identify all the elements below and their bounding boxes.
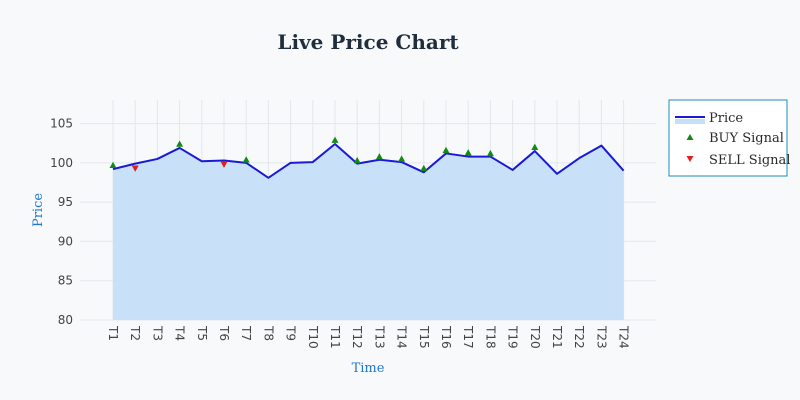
x-tick-label: T4 [173,325,187,341]
triangle-up-icon [686,134,694,140]
buy-marker-T12 [353,157,361,164]
x-tick-label: T11 [328,325,342,349]
y-tick-label: 95 [58,195,73,209]
x-tick-label: T12 [350,325,364,349]
y-tick-label: 90 [58,234,73,248]
x-tick-label: T24 [617,325,631,349]
x-tick-label: T2 [128,325,142,341]
x-tick-label: T23 [594,325,608,349]
sell-marker-T2 [131,165,139,172]
x-tick-labels: T1 T2 T3 T4 T5 T6 T7 T8 T9 T10 T11 T12 T13 T14 T15 T16 T… [106,325,631,349]
x-tick-label: T21 [550,325,564,349]
x-tick-label: T10 [306,325,320,349]
price-area [113,144,624,320]
x-tick-label: T14 [395,325,409,349]
buy-marker-T15 [420,164,428,172]
line-layer [112,143,625,179]
x-tick-label: T16 [439,325,453,349]
x-tick-label: T18 [483,325,497,349]
legend-item-price[interactable]: Price [675,111,743,126]
x-tick-label: T19 [506,325,520,349]
legend-item-buy-signal[interactable]: BUY Signal [686,131,784,146]
buy-marker-T1 [109,161,117,169]
buy-marker-T4 [176,140,184,147]
x-tick-label: T22 [572,325,586,349]
x-tick-label: T6 [217,325,231,341]
buy-marker-T17 [464,149,472,156]
x-tick-label: T7 [239,325,253,341]
chart-title: Live Price Chart [277,30,459,54]
legend-label-buy: BUY Signal [709,131,784,146]
legend[interactable]: Price BUY Signal SELL Signal [668,99,791,177]
x-tick-label: T3 [150,325,164,341]
area-layer [113,144,624,320]
buy-marker-T18 [486,149,494,157]
x-tick-label: T13 [372,325,386,349]
buy-marker-T20 [531,143,539,150]
x-tick-label: T5 [195,325,209,341]
x-tick-label: T9 [284,325,298,341]
legend-label-sell: SELL Signal [709,153,790,168]
y-tick-label: 105 [50,117,73,131]
marker-layer [109,136,539,172]
y-tick-label: 85 [58,274,73,288]
x-tick-label: T20 [528,325,542,349]
buy-marker-T11 [331,136,339,143]
x-tick-label: T15 [417,325,431,349]
x-tick-label: T1 [106,325,120,341]
legend-fill-swatch [675,119,705,124]
y-tick-labels: 80 85 90 95 100 105 [50,117,73,327]
sell-marker-T6 [220,161,228,168]
x-axis-title: Time [352,361,385,376]
triangle-down-icon [686,156,694,162]
legend-label-price: Price [709,111,743,126]
buy-marker-T13 [375,153,383,160]
x-tick-label: T17 [461,325,475,349]
x-tick-label: T8 [261,325,275,341]
buy-marker-T14 [398,155,406,162]
buy-marker-T7 [242,156,250,163]
y-tick-label: 100 [50,156,73,170]
buy-marker-T16 [442,146,450,154]
legend-item-sell-signal[interactable]: SELL Signal [686,153,791,168]
price-line [112,143,625,179]
y-axis-title: Price [31,193,46,227]
y-tick-label: 80 [58,313,73,327]
